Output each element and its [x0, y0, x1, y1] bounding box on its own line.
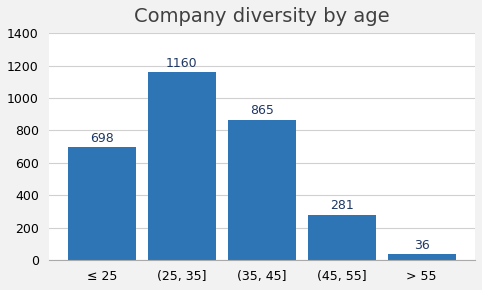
Text: 698: 698	[90, 132, 114, 145]
Text: 281: 281	[330, 199, 354, 212]
Bar	[388, 255, 455, 260]
Bar	[228, 120, 296, 260]
Text: 1160: 1160	[166, 57, 198, 70]
Bar	[68, 147, 136, 260]
Bar	[308, 215, 376, 260]
Bar	[148, 72, 216, 260]
Text: 36: 36	[414, 239, 429, 252]
Text: 865: 865	[250, 104, 274, 117]
Title: Company diversity by age: Company diversity by age	[134, 7, 389, 26]
